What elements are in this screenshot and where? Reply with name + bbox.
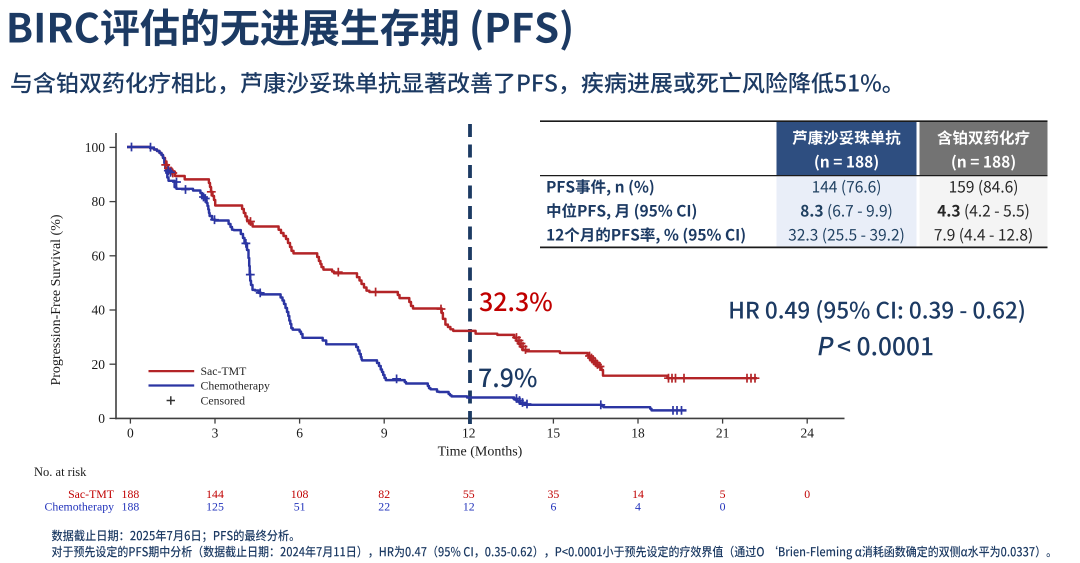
svg-text:Chemotherapy: Chemotherapy: [201, 379, 271, 393]
svg-text:12: 12: [463, 500, 475, 514]
svg-text:80: 80: [92, 194, 106, 209]
svg-text:144: 144: [206, 487, 224, 501]
svg-text:15: 15: [547, 426, 561, 441]
svg-text:0: 0: [720, 500, 726, 514]
svg-text:188: 188: [122, 487, 140, 501]
svg-text:22: 22: [378, 500, 390, 514]
svg-text:3: 3: [212, 426, 219, 441]
svg-text:6: 6: [296, 426, 303, 441]
svg-text:82: 82: [378, 487, 390, 501]
svg-text:24: 24: [800, 426, 814, 441]
svg-text:Censored: Censored: [201, 394, 246, 408]
svg-text:0: 0: [127, 426, 134, 441]
svg-text:21: 21: [716, 426, 730, 441]
svg-text:40: 40: [92, 303, 106, 318]
svg-text:Sac-TMT: Sac-TMT: [201, 364, 248, 378]
svg-text:12: 12: [462, 426, 476, 441]
svg-text:9: 9: [381, 426, 388, 441]
svg-text:60: 60: [92, 248, 106, 263]
svg-text:100: 100: [85, 140, 106, 155]
svg-text:14: 14: [632, 487, 644, 501]
svg-text:5: 5: [720, 487, 726, 501]
svg-text:35: 35: [548, 487, 560, 501]
svg-text:0: 0: [98, 411, 105, 426]
svg-text:188: 188: [122, 500, 140, 514]
svg-text:Sac-TMT: Sac-TMT: [68, 487, 115, 501]
svg-text:6: 6: [550, 500, 556, 514]
svg-text:108: 108: [291, 487, 309, 501]
svg-text:20: 20: [92, 357, 106, 372]
svg-text:Progression-Free Survival (%): Progression-Free Survival (%): [49, 214, 64, 385]
svg-text:55: 55: [463, 487, 475, 501]
svg-text:Chemotherapy: Chemotherapy: [45, 500, 115, 514]
svg-text:0: 0: [804, 487, 810, 501]
svg-text:Time (Months): Time (Months): [438, 445, 523, 460]
svg-text:51: 51: [294, 500, 306, 514]
svg-text:4: 4: [635, 500, 641, 514]
svg-text:No. at risk: No. at risk: [34, 465, 87, 479]
svg-text:18: 18: [631, 426, 645, 441]
svg-text:125: 125: [206, 500, 224, 514]
